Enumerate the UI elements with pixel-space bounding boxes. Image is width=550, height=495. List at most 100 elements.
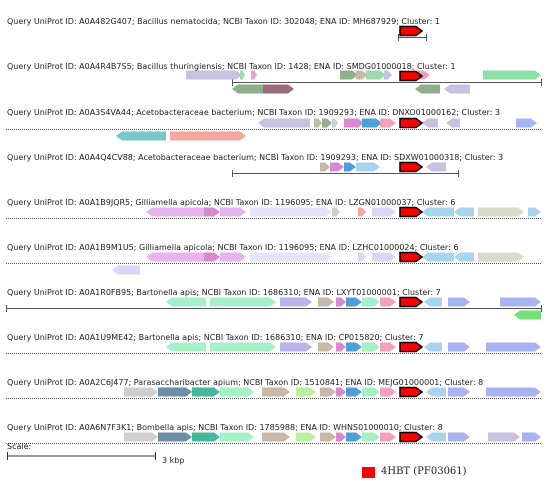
gene-arrow[interactable] xyxy=(422,252,454,262)
gene-arrow[interactable] xyxy=(204,207,220,217)
gene-arrow[interactable] xyxy=(250,252,332,262)
gene-arrow[interactable] xyxy=(166,342,206,352)
gene-arrow[interactable] xyxy=(296,387,316,397)
gene-arrow[interactable] xyxy=(426,387,446,397)
gene-arrow[interactable] xyxy=(258,118,310,128)
gene-arrow[interactable] xyxy=(336,342,346,352)
gene-arrow[interactable] xyxy=(263,84,294,94)
gene-arrow[interactable] xyxy=(146,252,204,262)
query-gene-4hbt[interactable] xyxy=(399,341,424,353)
query-gene-4hbt[interactable] xyxy=(399,251,424,263)
gene-arrow[interactable] xyxy=(478,252,524,262)
gene-arrow[interactable] xyxy=(448,387,470,397)
query-gene-4hbt[interactable] xyxy=(399,296,424,308)
gene-arrow[interactable] xyxy=(516,118,537,128)
gene-arrow[interactable] xyxy=(314,118,322,128)
gene-arrow[interactable] xyxy=(446,118,460,128)
gene-arrow[interactable] xyxy=(332,207,340,217)
gene-arrow[interactable] xyxy=(250,207,332,217)
gene-arrow[interactable] xyxy=(112,265,140,275)
gene-arrow[interactable] xyxy=(448,342,470,352)
gene-arrow[interactable] xyxy=(380,342,396,352)
gene-arrow[interactable] xyxy=(500,297,541,307)
gene-arrow[interactable] xyxy=(336,387,346,397)
gene-arrow[interactable] xyxy=(422,207,454,217)
gene-arrow[interactable] xyxy=(454,207,474,217)
gene-arrow[interactable] xyxy=(362,118,382,128)
gene-arrow[interactable] xyxy=(240,70,245,80)
gene-arrow[interactable] xyxy=(362,297,380,307)
gene-arrow[interactable] xyxy=(158,387,192,397)
gene-arrow[interactable] xyxy=(330,162,344,172)
gene-arrow[interactable] xyxy=(362,432,380,442)
gene-arrow[interactable] xyxy=(116,131,166,141)
gene-arrow[interactable] xyxy=(158,432,192,442)
gene-arrow[interactable] xyxy=(336,432,346,442)
gene-arrow[interactable] xyxy=(346,387,362,397)
gene-arrow[interactable] xyxy=(210,342,276,352)
gene-arrow[interactable] xyxy=(486,342,541,352)
gene-arrow[interactable] xyxy=(422,118,438,128)
gene-arrow[interactable] xyxy=(280,297,312,307)
gene-arrow[interactable] xyxy=(488,432,520,442)
gene-arrow[interactable] xyxy=(124,387,158,397)
gene-arrow[interactable] xyxy=(332,118,338,128)
query-gene-4hbt[interactable] xyxy=(399,70,424,82)
gene-arrow[interactable] xyxy=(166,297,206,307)
gene-arrow[interactable] xyxy=(346,297,362,307)
gene-arrow[interactable] xyxy=(380,118,396,128)
gene-arrow[interactable] xyxy=(415,84,440,94)
gene-arrow[interactable] xyxy=(362,342,380,352)
gene-arrow[interactable] xyxy=(346,432,362,442)
gene-arrow[interactable] xyxy=(424,297,442,307)
gene-arrow[interactable] xyxy=(146,207,204,217)
gene-arrow[interactable] xyxy=(320,432,336,442)
gene-arrow[interactable] xyxy=(192,387,220,397)
gene-arrow[interactable] xyxy=(124,432,158,442)
gene-arrow[interactable] xyxy=(358,207,366,217)
query-gene-4hbt[interactable] xyxy=(399,161,424,173)
gene-arrow[interactable] xyxy=(170,131,246,141)
gene-arrow[interactable] xyxy=(296,432,316,442)
query-gene-4hbt[interactable] xyxy=(399,117,424,129)
gene-arrow[interactable] xyxy=(344,162,356,172)
gene-arrow[interactable] xyxy=(448,432,470,442)
gene-arrow[interactable] xyxy=(192,432,220,442)
gene-arrow[interactable] xyxy=(220,432,254,442)
gene-arrow[interactable] xyxy=(210,297,276,307)
query-gene-4hbt[interactable] xyxy=(399,25,424,37)
query-gene-4hbt[interactable] xyxy=(399,386,424,398)
gene-arrow[interactable] xyxy=(336,297,346,307)
gene-arrow[interactable] xyxy=(320,162,330,172)
gene-arrow[interactable] xyxy=(356,162,380,172)
gene-arrow[interactable] xyxy=(320,387,336,397)
gene-arrow[interactable] xyxy=(528,207,541,217)
gene-arrow[interactable] xyxy=(514,310,541,320)
gene-arrow[interactable] xyxy=(318,297,334,307)
gene-arrow[interactable] xyxy=(478,207,524,217)
gene-arrow[interactable] xyxy=(322,118,332,128)
gene-arrow[interactable] xyxy=(362,387,380,397)
gene-arrow[interactable] xyxy=(426,162,446,172)
gene-arrow[interactable] xyxy=(262,432,290,442)
gene-arrow[interactable] xyxy=(483,70,541,80)
gene-arrow[interactable] xyxy=(486,387,541,397)
gene-arrow[interactable] xyxy=(346,342,362,352)
gene-arrow[interactable] xyxy=(448,297,470,307)
gene-arrow[interactable] xyxy=(444,84,470,94)
gene-arrow[interactable] xyxy=(220,207,246,217)
gene-arrow[interactable] xyxy=(380,432,396,442)
gene-arrow[interactable] xyxy=(426,432,446,442)
gene-arrow[interactable] xyxy=(372,207,396,217)
gene-arrow[interactable] xyxy=(522,432,541,442)
gene-arrow[interactable] xyxy=(251,70,257,80)
query-gene-4hbt[interactable] xyxy=(399,431,424,443)
gene-arrow[interactable] xyxy=(454,252,474,262)
gene-arrow[interactable] xyxy=(358,252,366,262)
gene-arrow[interactable] xyxy=(204,252,220,262)
gene-arrow[interactable] xyxy=(380,297,396,307)
gene-arrow[interactable] xyxy=(424,342,442,352)
gene-arrow[interactable] xyxy=(318,342,334,352)
gene-arrow[interactable] xyxy=(340,70,358,80)
gene-arrow[interactable] xyxy=(384,70,392,80)
